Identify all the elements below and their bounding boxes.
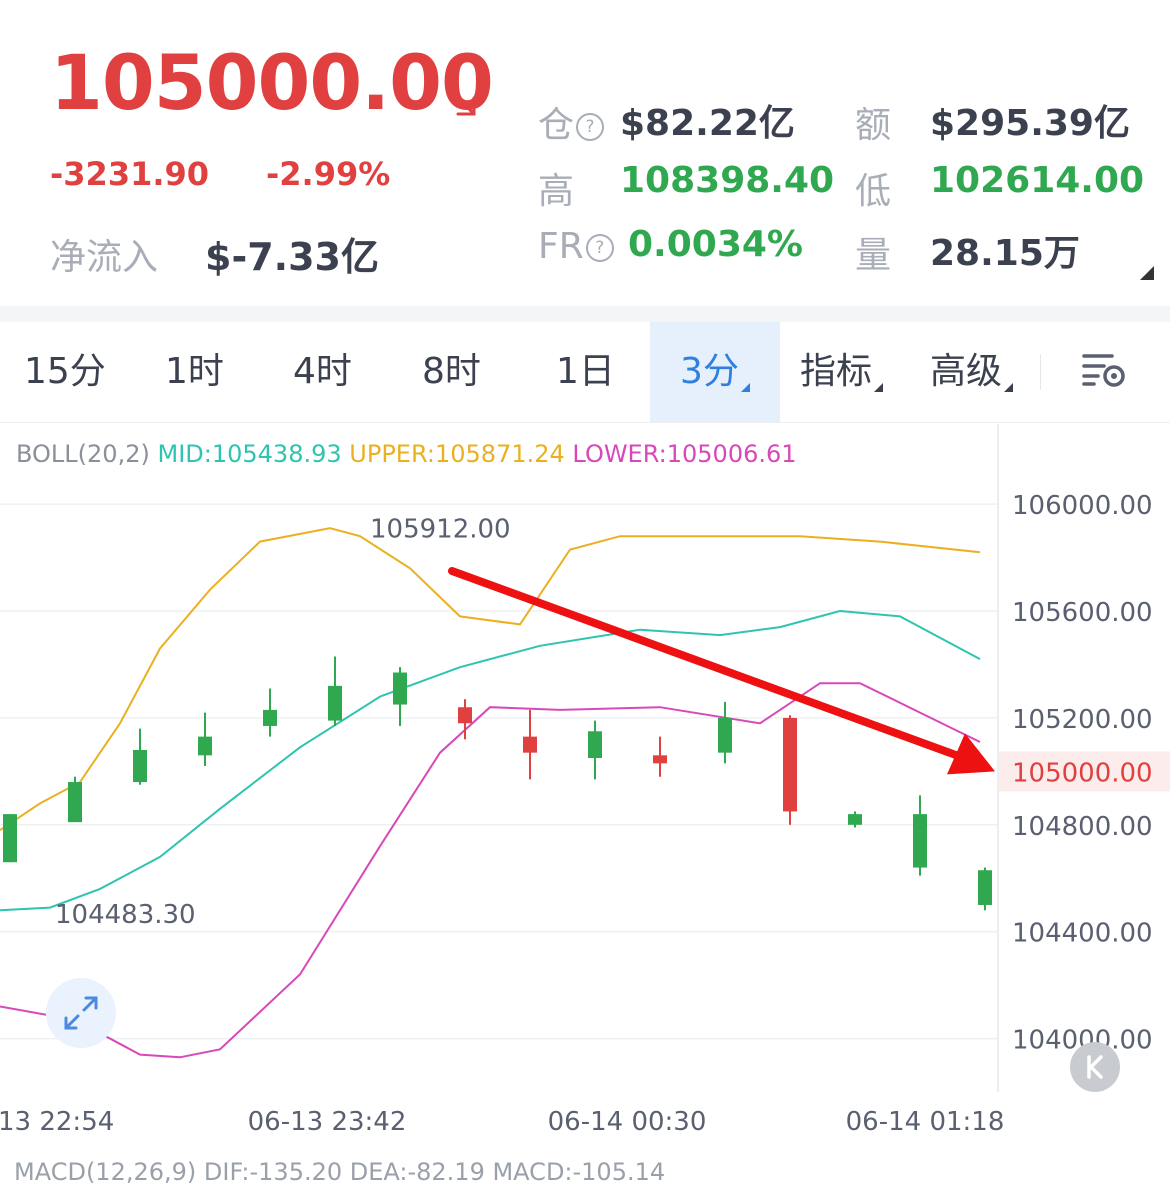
candle-body: [588, 731, 602, 759]
candle-body: [198, 736, 212, 756]
candle-body: [978, 870, 992, 905]
low-marker-label: 104483.30: [55, 900, 196, 930]
y-tick-label: 104400.00: [1012, 919, 1153, 949]
tab-label: 15分: [24, 351, 106, 392]
x-tick-label: 06-13 23:42: [248, 1107, 407, 1137]
last-price: 105000.00: [50, 38, 494, 127]
low-value: 102614.00: [930, 160, 1145, 201]
tab-4h[interactable]: 4时: [293, 322, 363, 422]
x-tick-label: 13 22:54: [0, 1107, 114, 1137]
tab-indicators[interactable]: 指标: [800, 322, 900, 422]
help-icon[interactable]: ?: [585, 234, 614, 262]
boll-lower-label: LOWER:: [572, 440, 667, 468]
candle-body: [133, 749, 147, 783]
tab-label: 1日: [556, 351, 615, 392]
low-label: 低: [855, 171, 892, 212]
tab-label: 高级: [930, 351, 1003, 392]
current-price-label: 105000.00: [1012, 758, 1153, 788]
k-line-icon: [1087, 1055, 1103, 1079]
boll-legend: BOLL(20,2) MID:105438.93 UPPER:105871.24…: [16, 440, 797, 468]
net-inflow-label: 净流入: [50, 237, 159, 278]
candle-body: [3, 814, 17, 863]
high-marker-label: 105912.00: [370, 515, 511, 545]
current-price-tag: [999, 751, 1170, 792]
price-change-percent: -2.99%: [266, 155, 391, 193]
boll-lower-value: 105006.61: [666, 440, 797, 468]
candle-body: [783, 717, 797, 812]
tab-advanced[interactable]: 高级: [930, 322, 1030, 422]
expand-arrows-icon: [64, 996, 98, 1030]
boll-mid-label: MID:: [157, 440, 212, 468]
y-tick-label: 104800.00: [1012, 812, 1153, 842]
volume-label: 量: [855, 235, 892, 276]
y-tick-label: 105600.00: [1012, 598, 1153, 628]
tab-label: 指标: [800, 351, 873, 392]
annotation-arrow-head: [947, 733, 995, 775]
open-interest-label[interactable]: 仓?: [538, 96, 605, 148]
macd-legend: MACD(12,26,9) DIF:-135.20 DEA:-82.19 MAC…: [14, 1158, 666, 1186]
expand-corner-icon[interactable]: [1140, 266, 1154, 280]
funding-rate-label-text: FR: [538, 226, 584, 267]
boll-name: BOLL(20,2): [16, 440, 150, 468]
dropdown-triangle-icon: [740, 383, 750, 392]
tab-separator: [1040, 354, 1041, 390]
y-tick-label: 106000.00: [1012, 491, 1153, 521]
chart-settings-icon[interactable]: [1080, 350, 1128, 390]
funding-rate-label[interactable]: FR?: [538, 226, 614, 267]
section-divider: [0, 306, 1170, 322]
interval-tabs: 15分 1时 4时 8时 1日 3分 指标 高级: [0, 322, 1170, 423]
candle-body: [328, 685, 342, 721]
high-label: 高: [538, 171, 575, 212]
open-interest-value: $82.22亿: [620, 103, 795, 144]
boll-upper-label: UPPER:: [349, 440, 435, 468]
boll-mid-value: 105438.93: [211, 440, 342, 468]
dropdown-triangle-icon: [874, 383, 884, 392]
x-tick-label: 06-14 00:30: [548, 1107, 707, 1137]
tab-1h[interactable]: 1时: [165, 322, 235, 422]
candle-body: [523, 736, 537, 753]
candle-body: [653, 755, 667, 764]
candle-body: [718, 717, 732, 753]
candlestick-chart[interactable]: 106000.00 105600.00 105200.00 104800.00 1044…: [0, 424, 1170, 1158]
y-tick-label: 105200.00: [1012, 705, 1153, 735]
tab-3m[interactable]: 3分: [650, 322, 780, 422]
annotation-arrow-shaft: [448, 566, 969, 763]
funding-rate-value: 0.0034%: [628, 224, 803, 265]
x-tick-label: 06-14 01:18: [846, 1107, 1005, 1137]
tab-label: 1时: [165, 351, 224, 392]
candle-body: [393, 672, 407, 705]
boll-lower-line: [0, 682, 981, 1059]
ticker-header: 105000.00 -3231.90 -2.99% 净流入 $-7.33亿 仓?…: [0, 0, 1170, 306]
boll-upper-value: 105871.24: [434, 440, 565, 468]
fullscreen-button[interactable]: [46, 978, 116, 1048]
dropdown-triangle-icon: [1004, 383, 1014, 392]
open-interest-label-text: 仓: [538, 105, 575, 146]
candle-body: [848, 814, 862, 825]
tab-label: 8时: [422, 351, 481, 392]
tab-8h[interactable]: 8时: [422, 322, 492, 422]
price-change: -3231.90: [50, 155, 210, 193]
tab-15m[interactable]: 15分: [24, 322, 114, 422]
turnover-value: $295.39亿: [930, 103, 1130, 144]
candle-body: [458, 707, 472, 724]
net-inflow-value: $-7.33亿: [205, 235, 379, 279]
volume-value: 28.15万: [930, 233, 1080, 274]
candle-body: [68, 782, 82, 823]
boll-upper-line: [0, 527, 981, 832]
tab-label: 3分: [680, 351, 739, 392]
candle-body: [263, 709, 277, 726]
candle-body: [913, 814, 927, 868]
turnover-label: 额: [855, 105, 892, 146]
high-value: 108398.40: [620, 160, 835, 201]
arrow-down-right-icon: [450, 90, 476, 116]
tab-1d[interactable]: 1日: [556, 322, 626, 422]
boll-mid-line: [0, 609, 981, 912]
help-icon[interactable]: ?: [576, 113, 605, 141]
tab-label: 4时: [293, 351, 352, 392]
back-to-latest-button[interactable]: [1070, 1042, 1120, 1092]
